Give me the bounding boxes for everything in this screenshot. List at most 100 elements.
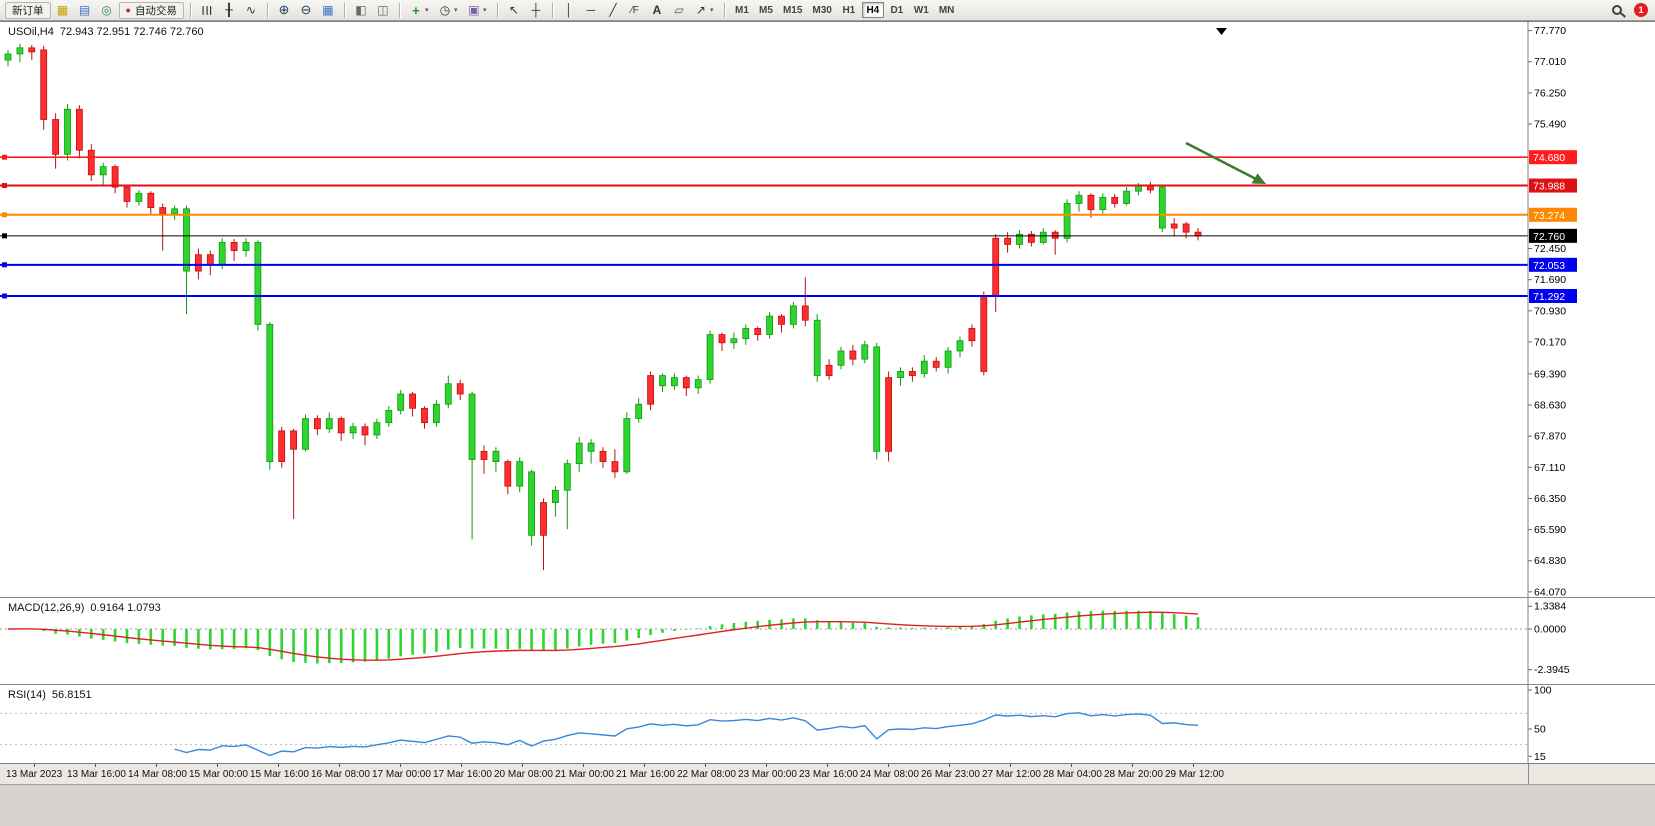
rsi-indicator-pane[interactable]: RSI(14) 56.8151 100 50 15	[0, 684, 1655, 764]
macd-indicator-pane[interactable]: MACD(12,26,9) 0.9164 1.0793 1.3384 0.0000 -…	[0, 597, 1655, 685]
periods-dropdown-icon[interactable]: ▾	[453, 7, 458, 14]
status-strip	[0, 784, 1655, 826]
timeframe-d1-button[interactable]: D1	[886, 2, 908, 18]
toolbar-separator	[398, 2, 400, 18]
time-axis-label: 28 Mar 04:00	[1043, 769, 1102, 780]
time-axis-label: 15 Mar 16:00	[250, 769, 309, 780]
arrows-tool-icon[interactable]: ↗	[695, 3, 706, 17]
price-chart-pane[interactable]: USOil,H4 72.943 72.951 72.746 72.760 74.6…	[0, 21, 1655, 598]
timeframe-m5-button[interactable]: M5	[755, 2, 777, 18]
time-axis-label: 14 Mar 08:00	[128, 769, 187, 780]
time-axis-tick	[1071, 764, 1072, 767]
shapes-tool-icon[interactable]: ▱	[674, 3, 684, 17]
toolbar-separator	[551, 2, 553, 18]
time-axis-tick	[644, 764, 645, 767]
add-indicator-dropdown-icon[interactable]: ▾	[424, 7, 429, 14]
toolbar-separator	[723, 2, 725, 18]
time-axis-label: 13 Mar 2023	[6, 769, 63, 780]
timeframe-h1-button[interactable]: H1	[838, 2, 860, 18]
time-axis-label: 22 Mar 08:00	[677, 769, 736, 780]
text-tool-icon[interactable]: A	[652, 3, 662, 17]
candlestick-chart-canvas[interactable]: 74.680 73.988 73.274 72.760 72.053 71.292 77.7…	[0, 22, 1655, 598]
crosshair-icon[interactable]: ┼	[531, 3, 541, 17]
cursor-icon[interactable]: ↖	[508, 3, 519, 17]
timeframe-h4-button[interactable]: H4	[861, 2, 884, 18]
macd-label: MACD(12,26,9) 0.9164 1.0793	[8, 602, 161, 614]
svg-text:1.3384: 1.3384	[1534, 601, 1566, 613]
auto-trading-label: 自动交易	[134, 4, 177, 17]
periods-clock-icon[interactable]: ◷	[439, 3, 451, 17]
time-axis-tick	[949, 764, 950, 767]
new-chart-icon[interactable]: ▦	[56, 3, 69, 17]
trendline-tool-icon[interactable]: ╱	[609, 3, 617, 17]
svg-text:77.770: 77.770	[1534, 25, 1566, 37]
time-axis[interactable]: 13 Mar 2023 13 Mar 16:00 14 Mar 08:00 15 Ma…	[0, 763, 1655, 785]
zoom-out-icon[interactable]: ⊖	[300, 2, 312, 17]
toolbar-separator	[266, 2, 268, 18]
cascade-windows-icon[interactable]: ◧	[355, 3, 367, 17]
time-axis-label: 17 Mar 00:00	[372, 769, 431, 780]
template-icon[interactable]: ▣	[468, 3, 480, 17]
time-axis-tick	[156, 764, 157, 767]
zoom-in-icon[interactable]: ⊕	[278, 2, 290, 17]
time-axis-label: 21 Mar 00:00	[555, 769, 614, 780]
time-axis-tick	[339, 764, 340, 767]
time-axis-label: 26 Mar 23:00	[921, 769, 980, 780]
svg-text:65.590: 65.590	[1534, 524, 1566, 536]
search-icon[interactable]	[1612, 5, 1622, 15]
rsi-label: RSI(14) 56.8151	[8, 689, 92, 701]
tile-horizontal-icon[interactable]: ◫	[377, 3, 389, 17]
arrows-dropdown-icon[interactable]: ▾	[709, 7, 714, 14]
toolbar-separator	[343, 2, 345, 18]
timeframe-m30-button[interactable]: M30	[808, 2, 835, 18]
svg-text:50: 50	[1534, 724, 1546, 736]
line-chart-icon[interactable]: ∿	[245, 3, 256, 17]
fibonacci-tool-icon[interactable]: ⁄F	[631, 4, 639, 16]
svg-text:0.0000: 0.0000	[1534, 624, 1566, 636]
time-axis-tick	[1193, 764, 1194, 767]
axis-separator	[1528, 764, 1529, 785]
svg-text:67.870: 67.870	[1534, 431, 1566, 443]
rsi-chart-canvas[interactable]: 100 50 15	[0, 685, 1655, 764]
macd-chart-canvas[interactable]: 1.3384 0.0000 -2.3945	[0, 598, 1655, 685]
template-dropdown-icon[interactable]: ▾	[482, 7, 487, 14]
time-axis-tick	[888, 764, 889, 767]
time-axis-label: 27 Mar 12:00	[982, 769, 1041, 780]
timeframe-m1-button[interactable]: M1	[731, 2, 753, 18]
candlestick-chart-icon[interactable]: ╂	[225, 3, 233, 17]
add-indicator-icon[interactable]: +	[412, 2, 420, 18]
time-axis-tick	[278, 764, 279, 767]
timeframe-m15-button[interactable]: M15	[779, 2, 806, 18]
time-axis-tick	[827, 764, 828, 767]
market-watch-icon[interactable]: ▤	[78, 3, 91, 17]
svg-text:76.250: 76.250	[1534, 87, 1566, 99]
time-axis-tick	[1010, 764, 1011, 767]
time-axis-label: 24 Mar 08:00	[860, 769, 919, 780]
auto-trading-button[interactable]: ● 自动交易	[118, 1, 184, 19]
svg-text:64.830: 64.830	[1534, 555, 1566, 567]
macd-name: MACD(12,26,9)	[8, 602, 85, 614]
time-axis-tick	[1132, 764, 1133, 767]
svg-text:77.010: 77.010	[1534, 56, 1566, 68]
ohlc-bars-icon[interactable]: ☰	[199, 4, 214, 16]
time-axis-label: 23 Mar 00:00	[738, 769, 797, 780]
time-axis-tick	[705, 764, 706, 767]
toolbar-separator	[496, 2, 498, 18]
svg-text:72.450: 72.450	[1534, 243, 1566, 255]
new-order-button[interactable]: 新订单	[5, 1, 51, 19]
navigator-icon[interactable]: ◎	[101, 3, 112, 17]
horizontal-line-tool-icon[interactable]: ─	[586, 3, 596, 17]
tile-windows-icon[interactable]: ▦	[322, 3, 334, 17]
timeframe-mn-button[interactable]: MN	[935, 2, 959, 18]
svg-text:72.053: 72.053	[1533, 260, 1565, 272]
vertical-line-tool-icon[interactable]: │	[565, 3, 573, 17]
svg-text:70.170: 70.170	[1534, 336, 1566, 348]
time-axis-tick	[95, 764, 96, 767]
chart-ohlc-values: 72.943 72.951 72.746 72.760	[59, 26, 204, 38]
timeframe-w1-button[interactable]: W1	[910, 2, 933, 18]
time-axis-label: 28 Mar 20:00	[1104, 769, 1163, 780]
svg-text:68.630: 68.630	[1534, 400, 1566, 412]
svg-text:70.930: 70.930	[1534, 305, 1566, 317]
time-axis-label: 29 Mar 12:00	[1165, 769, 1224, 780]
notification-badge[interactable]: 1	[1634, 3, 1648, 17]
